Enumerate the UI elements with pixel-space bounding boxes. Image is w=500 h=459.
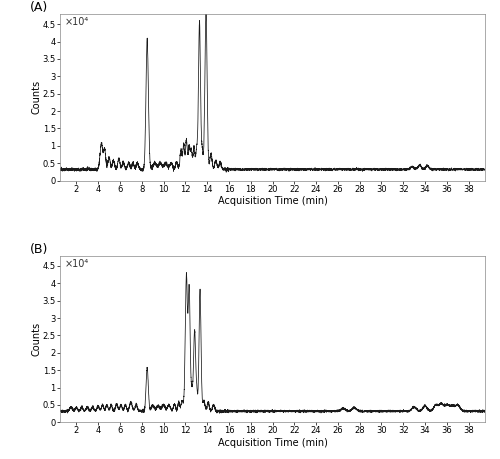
Text: ×10⁴: ×10⁴ [64, 259, 88, 269]
Text: ×10⁴: ×10⁴ [64, 17, 88, 27]
X-axis label: Acquisition Time (min): Acquisition Time (min) [218, 196, 328, 207]
Y-axis label: Counts: Counts [31, 80, 41, 114]
Y-axis label: Counts: Counts [31, 322, 41, 356]
Text: (B): (B) [30, 242, 48, 256]
Text: (A): (A) [30, 1, 48, 14]
X-axis label: Acquisition Time (min): Acquisition Time (min) [218, 438, 328, 448]
